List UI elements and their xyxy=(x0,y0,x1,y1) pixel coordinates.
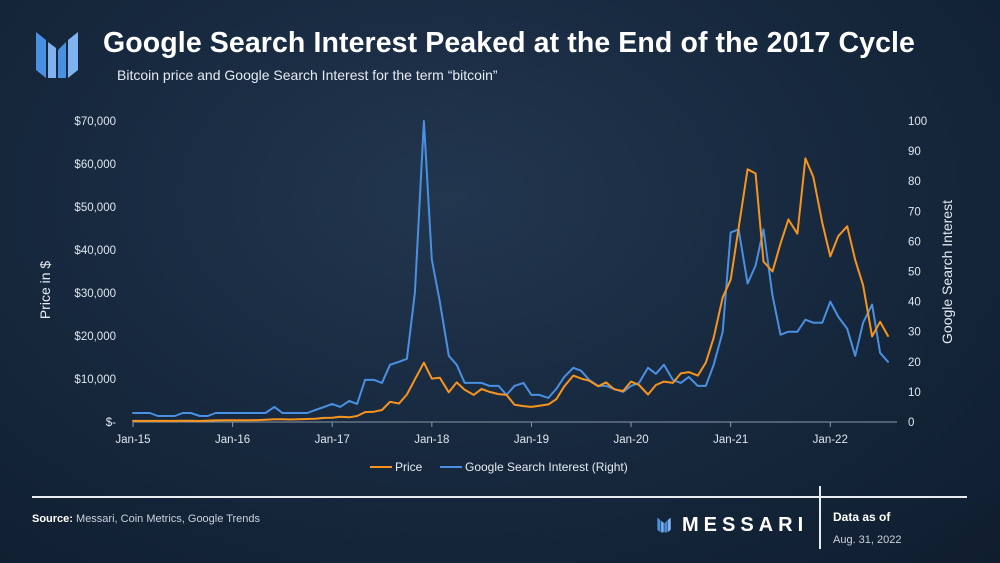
y-right-tick-label: 0 xyxy=(908,417,914,429)
x-tick-label: Jan-15 xyxy=(115,434,150,446)
y-right-tick-label: 60 xyxy=(908,236,921,248)
x-tick-label: Jan-19 xyxy=(514,434,549,446)
legend: Price Google Search Interest (Right) xyxy=(370,460,628,474)
x-tick-label: Jan-20 xyxy=(613,434,648,446)
x-tick-label: Jan-22 xyxy=(813,434,848,446)
footer-vertical-divider xyxy=(819,486,821,549)
x-tick-label: Jan-18 xyxy=(414,434,449,446)
price-series-line xyxy=(132,157,889,422)
messari-small-logo-icon xyxy=(657,517,671,533)
x-axis-ticks: Jan-15 Jan-16 Jan-17 Jan-18 Jan-19 Jan-20 Jan-… xyxy=(115,422,848,446)
y-left-tick-label: $40,000 xyxy=(74,245,116,257)
footer-divider xyxy=(32,496,967,498)
source-text: Messari, Coin Metrics, Google Trends xyxy=(76,513,261,525)
data-as-of-label: Data as of xyxy=(833,510,891,524)
y-right-tick-label: 50 xyxy=(908,267,921,279)
legend-price-label: Price xyxy=(395,460,423,474)
data-date: Aug. 31, 2022 xyxy=(833,534,902,546)
y-right-tick-label: 80 xyxy=(908,176,921,188)
messari-brand: MESSARI xyxy=(656,513,808,537)
y-right-tick-label: 70 xyxy=(908,206,921,218)
y-axis-left-title: Price in $ xyxy=(37,261,53,320)
legend-search-label: Google Search Interest (Right) xyxy=(465,460,628,474)
y-right-tick-label: 30 xyxy=(908,327,921,339)
messari-logo-icon xyxy=(36,32,78,78)
y-right-tick-label: 10 xyxy=(908,387,921,399)
y-left-tick-label: $60,000 xyxy=(74,159,116,171)
y-axis-left-ticks: $70,000 $60,000 $50,000 $40,000 $30,000 $20,0… xyxy=(74,116,116,429)
source-label: Source: xyxy=(32,513,73,525)
source-note: Source: Messari, Coin Metrics, Google Tr… xyxy=(32,513,260,525)
brand-wordmark: MESSARI xyxy=(682,513,809,536)
chart-subtitle: Bitcoin price and Google Search Interest… xyxy=(117,67,498,83)
y-left-tick-label: $- xyxy=(106,417,116,429)
y-right-tick-label: 20 xyxy=(908,357,921,369)
x-tick-label: Jan-16 xyxy=(215,434,250,446)
y-left-tick-label: $10,000 xyxy=(74,374,116,386)
y-right-tick-label: 100 xyxy=(908,116,927,128)
y-right-tick-label: 40 xyxy=(908,297,921,309)
x-tick-label: Jan-21 xyxy=(713,434,748,446)
x-tick-label: Jan-17 xyxy=(315,434,350,446)
y-left-tick-label: $20,000 xyxy=(74,331,116,343)
series-layer xyxy=(132,120,889,422)
y-left-tick-label: $30,000 xyxy=(74,288,116,300)
y-right-tick-label: 90 xyxy=(908,146,921,158)
y-axis-right-title: Google Search Interest xyxy=(939,200,955,344)
y-left-tick-label: $70,000 xyxy=(74,116,116,128)
search-interest-series-line xyxy=(132,120,889,417)
chart-title: Google Search Interest Peaked at the End… xyxy=(103,27,915,59)
y-left-tick-label: $50,000 xyxy=(74,202,116,214)
